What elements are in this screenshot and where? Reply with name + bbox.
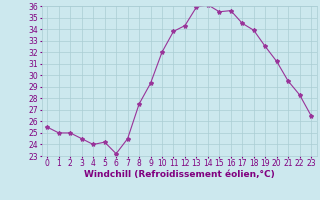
X-axis label: Windchill (Refroidissement éolien,°C): Windchill (Refroidissement éolien,°C) <box>84 170 275 179</box>
